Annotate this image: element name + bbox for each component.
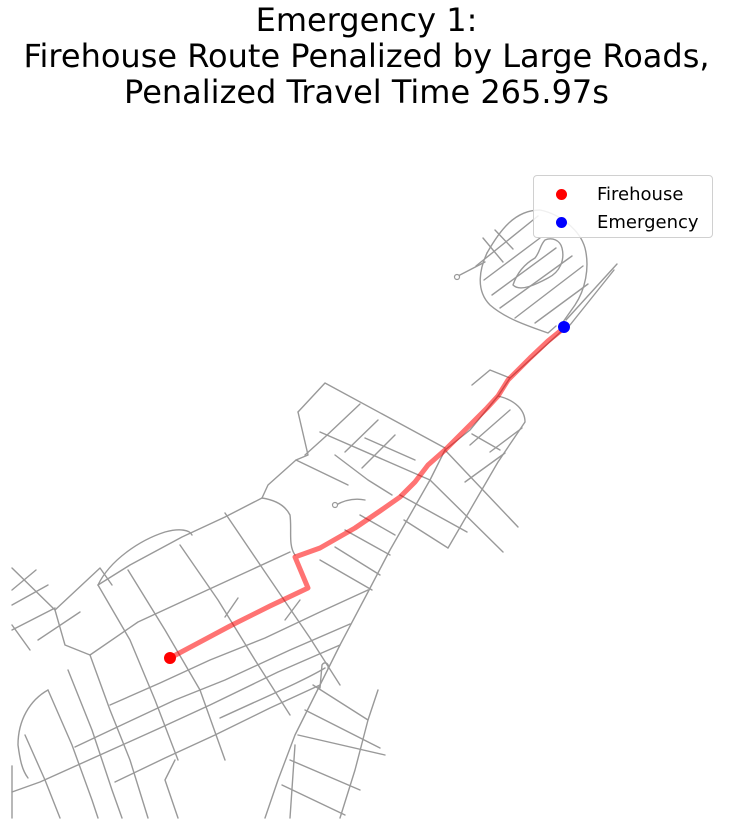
- street: [38, 612, 80, 640]
- street: [285, 600, 300, 620]
- street: [345, 530, 390, 555]
- street: [335, 455, 392, 495]
- dead-end-node: [455, 275, 460, 280]
- street: [340, 690, 378, 818]
- firehouse-marker: [164, 652, 176, 664]
- street: [25, 735, 60, 818]
- street: [12, 585, 48, 605]
- street: [296, 460, 348, 485]
- street: [336, 499, 365, 505]
- street: [262, 412, 308, 498]
- street: [480, 253, 556, 333]
- street: [470, 410, 510, 445]
- street: [12, 608, 55, 630]
- street: [298, 735, 385, 755]
- street: [490, 428, 522, 452]
- street-network: [12, 210, 617, 818]
- emergency-marker: [558, 321, 570, 333]
- street: [128, 570, 225, 760]
- street: [115, 685, 320, 782]
- street: [360, 515, 395, 535]
- street: [298, 383, 445, 448]
- street: [515, 266, 583, 318]
- firehouse-route: [170, 328, 564, 658]
- street: [68, 670, 122, 818]
- street: [313, 685, 368, 720]
- street: [445, 450, 518, 527]
- dead-end-node: [333, 503, 338, 508]
- legend-dot-emergency: [556, 217, 567, 228]
- street: [55, 568, 112, 610]
- street: [98, 498, 262, 585]
- street: [400, 495, 467, 532]
- legend-item-emergency: Emergency: [534, 210, 712, 236]
- street: [165, 760, 178, 818]
- street: [75, 624, 350, 747]
- street: [12, 625, 30, 650]
- street: [48, 690, 98, 818]
- street: [180, 545, 290, 715]
- street: [472, 434, 500, 450]
- legend-label-firehouse: Firehouse: [597, 184, 683, 205]
- street: [110, 590, 368, 705]
- legend-item-firehouse: Firehouse: [534, 182, 712, 208]
- legend-dot-firehouse: [556, 189, 567, 200]
- street: [98, 585, 178, 760]
- street: [430, 480, 503, 552]
- street: [335, 547, 380, 575]
- legend-label-emergency: Emergency: [597, 212, 699, 233]
- street: [18, 690, 48, 778]
- street: [290, 745, 295, 818]
- street: [345, 420, 378, 452]
- street: [570, 270, 614, 325]
- street: [320, 450, 445, 685]
- legend: Firehouse Emergency: [533, 175, 713, 238]
- street: [225, 598, 238, 617]
- street: [262, 498, 295, 555]
- street: [535, 284, 588, 323]
- street: [305, 404, 360, 455]
- street: [265, 685, 320, 818]
- street: [495, 230, 513, 249]
